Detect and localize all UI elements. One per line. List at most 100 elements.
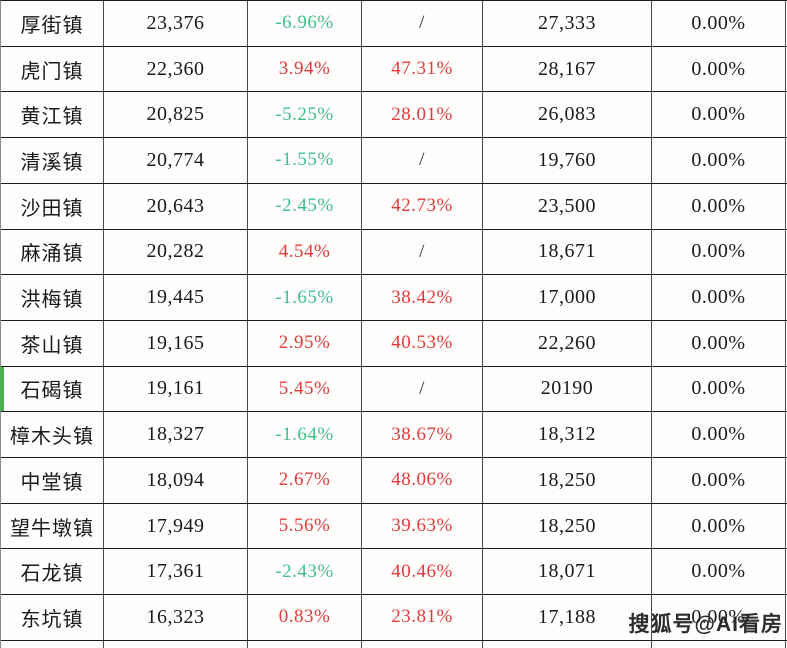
reference-value-cell: 26,083 (483, 92, 652, 138)
table-row[interactable]: 麻涌镇 20,282 4.54% / 18,671 0.00% (1, 229, 787, 276)
value-cell: 18,094 (104, 458, 248, 503)
row-highlight-bar (0, 366, 4, 412)
reference-value-cell: 17,000 (483, 275, 652, 320)
zero-percent-cell: 0.00% (652, 183, 786, 229)
reference-value-cell: 18,250 (483, 458, 652, 503)
change-percent-cell: -1.55% (248, 138, 362, 183)
town-name-cell: 东坑镇 (1, 595, 104, 640)
rate-percent-cell: / (362, 1, 483, 46)
town-name-cell: 黄江镇 (1, 92, 104, 138)
rate-percent-cell: 40.53% (362, 320, 483, 366)
rate-percent-cell: 23.81% (362, 595, 483, 640)
empty-cell (248, 640, 362, 648)
value-cell: 19,161 (104, 366, 248, 412)
change-percent-cell: -6.96% (248, 1, 362, 46)
zero-percent-cell: 0.00% (652, 229, 786, 275)
town-name-cell: 石碣镇 (1, 366, 104, 412)
change-percent-cell: -2.45% (248, 183, 362, 229)
empty-cell (1, 640, 104, 648)
town-name-cell: 望牛墩镇 (1, 503, 104, 549)
reference-value-cell: 20190 (483, 366, 652, 412)
reference-value-cell: 18,312 (483, 412, 652, 458)
rate-percent-cell: 47.31% (362, 46, 483, 92)
table-row[interactable]: 洪梅镇 19,445 -1.65% 38.42% 17,000 0.00% (1, 275, 787, 321)
change-percent-cell: 2.67% (248, 458, 362, 503)
table-row[interactable]: 樟木头镇 18,327 -1.64% 38.67% 18,312 0.00% (1, 412, 787, 459)
zero-percent-cell: 0.00% (652, 320, 786, 366)
zero-percent-cell: 0.00% (652, 366, 786, 412)
rate-percent-cell: 42.73% (362, 183, 483, 229)
empty-cell (362, 640, 483, 648)
change-percent-cell: -2.43% (248, 549, 362, 595)
town-name-cell: 麻涌镇 (1, 229, 104, 275)
change-percent-cell: -1.65% (248, 275, 362, 320)
table-row-highlighted[interactable]: 石碣镇 19,161 5.45% / 20190 0.00% (0, 366, 787, 413)
rate-percent-cell: / (362, 229, 483, 275)
reference-value-cell: 28,167 (483, 46, 652, 92)
rate-percent-cell: 48.06% (362, 458, 483, 503)
town-name-cell: 石龙镇 (1, 549, 104, 595)
value-cell: 16,323 (104, 595, 248, 640)
change-percent-cell: 0.83% (248, 595, 362, 640)
table-row[interactable]: 厚街镇 23,376 -6.96% / 27,333 0.00% (1, 1, 787, 47)
table-row[interactable]: 望牛墩镇 17,949 5.56% 39.63% 18,250 0.00% (1, 503, 787, 550)
reference-value-cell: 18,250 (483, 503, 652, 549)
table-row[interactable]: 石龙镇 17,361 -2.43% 40.46% 18,071 0.00% (1, 549, 787, 596)
zero-percent-cell: 0.00% (652, 503, 786, 549)
value-cell: 20,643 (104, 183, 248, 229)
zero-percent-cell: 0.00% (652, 412, 786, 458)
table-row[interactable]: 清溪镇 20,774 -1.55% / 19,760 0.00% (1, 138, 787, 184)
rate-percent-cell: 28.01% (362, 92, 483, 138)
rate-percent-cell: 40.46% (362, 549, 483, 595)
town-name-cell: 樟木头镇 (1, 412, 104, 458)
table-row[interactable]: 黄江镇 20,825 -5.25% 28.01% 26,083 0.00% (1, 92, 787, 139)
change-percent-cell: -1.64% (248, 412, 362, 458)
value-cell: 19,165 (104, 320, 248, 366)
town-name-cell: 虎门镇 (1, 46, 104, 92)
table-row[interactable]: 虎门镇 22,360 3.94% 47.31% 28,167 0.00% (1, 46, 787, 93)
table-row[interactable]: 东坑镇 16,323 0.83% 23.81% 17,188 0.00% (1, 595, 787, 641)
table-row[interactable]: 茶山镇 19,165 2.95% 40.53% 22,260 0.00% (1, 320, 787, 367)
table-row-partial (1, 640, 787, 648)
change-percent-cell: -5.25% (248, 92, 362, 138)
zero-percent-cell: 0.00% (652, 46, 786, 92)
value-cell: 19,445 (104, 275, 248, 320)
zero-percent-cell: 0.00% (652, 275, 786, 320)
change-percent-cell: 2.95% (248, 320, 362, 366)
town-name-cell: 茶山镇 (1, 320, 104, 366)
zero-percent-cell: 0.00% (652, 1, 786, 46)
table-row[interactable]: 中堂镇 18,094 2.67% 48.06% 18,250 0.00% (1, 458, 787, 504)
change-percent-cell: 3.94% (248, 46, 362, 92)
table-row[interactable]: 沙田镇 20,643 -2.45% 42.73% 23,500 0.00% (1, 183, 787, 230)
value-cell: 17,949 (104, 503, 248, 549)
rate-percent-cell: / (362, 366, 483, 412)
town-name-cell: 沙田镇 (1, 183, 104, 229)
town-name-cell: 厚街镇 (1, 1, 104, 46)
empty-cell (483, 640, 652, 648)
empty-cell (104, 640, 248, 648)
value-cell: 23,376 (104, 1, 248, 46)
change-percent-cell: 4.54% (248, 229, 362, 275)
value-cell: 22,360 (104, 46, 248, 92)
reference-value-cell: 18,671 (483, 229, 652, 275)
zero-percent-cell: 0.00% (652, 458, 786, 503)
rate-percent-cell: / (362, 138, 483, 183)
value-cell: 20,774 (104, 138, 248, 183)
reference-value-cell: 17,188 (483, 595, 652, 640)
zero-percent-cell: 0.00% (652, 595, 786, 640)
reference-value-cell: 27,333 (483, 1, 652, 46)
rate-percent-cell: 39.63% (362, 503, 483, 549)
watermark: 搜狐号@AI看房 (628, 613, 783, 636)
rate-percent-cell: 38.42% (362, 275, 483, 320)
reference-value-cell: 23,500 (483, 183, 652, 229)
reference-value-cell: 18,071 (483, 549, 652, 595)
town-name-cell: 清溪镇 (1, 138, 104, 183)
zero-percent-cell: 0.00% (652, 138, 786, 183)
empty-cell (652, 640, 786, 648)
value-cell: 18,327 (104, 412, 248, 458)
reference-value-cell: 22,260 (483, 320, 652, 366)
zero-percent-cell: 0.00% (652, 92, 786, 138)
change-percent-cell: 5.56% (248, 503, 362, 549)
town-name-cell: 洪梅镇 (1, 275, 104, 320)
